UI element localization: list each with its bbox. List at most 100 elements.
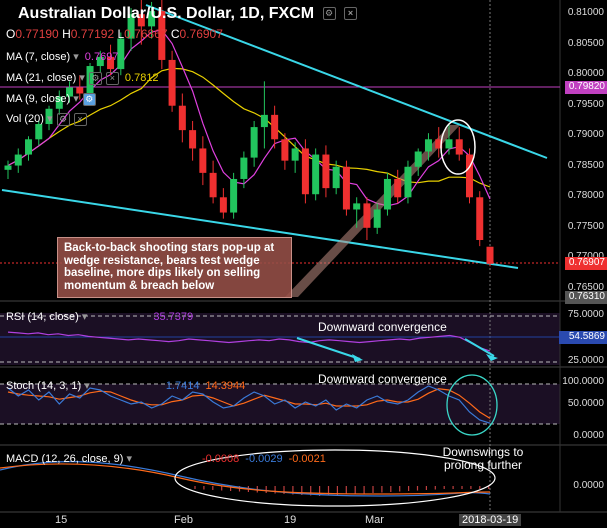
arrow-head-icon xyxy=(352,354,363,362)
price-tag: 0.76310 xyxy=(565,291,607,304)
candle-body xyxy=(281,139,289,161)
candle-body xyxy=(445,139,453,149)
wedge-resistance-line xyxy=(145,4,548,159)
candle-body xyxy=(86,66,94,94)
arrow-head-icon xyxy=(486,354,498,361)
candle-body xyxy=(209,172,217,198)
rsi-line xyxy=(7,331,491,352)
candle-body xyxy=(45,108,53,125)
candle-body xyxy=(158,11,166,60)
chevron-down-icon: ▾ xyxy=(79,72,85,84)
stoch-d-value: 14.3944 xyxy=(205,380,246,392)
stoch-legend[interactable]: Stoch (14, 3, 1) ▾ 1.7414 14.3944 xyxy=(6,379,245,392)
price-tick-label: 0.78500 xyxy=(567,159,604,171)
candle-body xyxy=(219,197,227,213)
ohlc-key: L xyxy=(117,27,125,41)
macd-legend[interactable]: MACD (12, 26, close, 9) ▾ -0.0008 -0.0029-… xyxy=(6,452,326,465)
candle-body xyxy=(353,203,361,210)
settings-icon[interactable]: ⚙ xyxy=(88,71,102,85)
chevron-down-icon: ▾ xyxy=(73,93,79,105)
rsi-legend[interactable]: RSI (14, close) ▾ 35.7379 xyxy=(6,310,193,323)
candle-body xyxy=(117,38,125,70)
macd-highlight xyxy=(174,449,496,507)
x-tick-label: 19 xyxy=(284,514,297,526)
stoch-band xyxy=(0,384,560,424)
close-icon[interactable]: × xyxy=(73,112,87,126)
candle-body xyxy=(476,197,484,241)
ma21-legend[interactable]: MA (21, close) ▾ ⚙ × 0.7812 xyxy=(6,71,159,85)
candle-body xyxy=(332,166,340,189)
candle-body xyxy=(455,139,463,155)
candle-body xyxy=(137,14,145,27)
price-tick-label: 0.77000 xyxy=(568,251,604,262)
x-tick-label: Mar xyxy=(365,514,384,526)
chevron-down-icon: ▾ xyxy=(81,311,88,323)
rsi-divergence-arrow xyxy=(296,337,361,360)
stoch-highlight xyxy=(446,374,498,436)
x-current-date: 2018-03-19 xyxy=(459,514,522,526)
ma9-legend[interactable]: MA (9, close) ▾ ⚙ xyxy=(6,92,96,106)
candle-body xyxy=(168,59,176,106)
settings-icon[interactable]: ⚙ xyxy=(82,92,96,106)
ma9-label: MA (9, close) xyxy=(6,93,71,105)
x-tick-label: 15 xyxy=(55,514,68,526)
candle-body xyxy=(424,139,432,152)
stoch-k-line xyxy=(7,385,491,424)
candle-body xyxy=(148,11,156,27)
candle-body xyxy=(260,114,268,128)
candle-body xyxy=(271,114,279,140)
candle-body xyxy=(230,178,238,213)
candle-body xyxy=(127,14,135,39)
chevron-down-icon: ▾ xyxy=(84,380,90,392)
candle-body xyxy=(383,178,391,210)
macd-tick-label: 0.0000 xyxy=(573,480,604,491)
macd-label: MACD (12, 26, close, 9) xyxy=(6,453,124,465)
rsi-tick-label: 75.0000 xyxy=(567,309,604,320)
rsi-label: RSI (14, close) xyxy=(6,311,79,323)
chevron-down-icon: ▾ xyxy=(46,113,53,125)
close-icon[interactable]: × xyxy=(105,71,119,85)
callout-pointer xyxy=(285,125,460,297)
stoch-tick-label: 0.0000 xyxy=(573,430,604,441)
candle-body xyxy=(414,151,422,167)
volume-legend[interactable]: Vol (20) ▾ ⚙ × xyxy=(6,112,87,126)
ma21-label: MA (21, close) xyxy=(6,72,77,84)
price-tag: 0.79820 xyxy=(565,81,607,94)
stoch-k-value: 1.7414 xyxy=(165,380,200,392)
price-tick-label: 0.77500 xyxy=(567,220,604,232)
ohlc-key: C xyxy=(170,27,180,41)
candle-body xyxy=(240,157,248,179)
chevron-down-icon: ▾ xyxy=(126,453,132,465)
ohlc-value: 0.76907 xyxy=(179,27,223,41)
candle-body xyxy=(178,105,186,131)
ohlc-value: 0.77190 xyxy=(15,27,63,41)
candle-body xyxy=(107,56,115,70)
candle-body xyxy=(394,178,402,198)
settings-icon[interactable]: ⚙ xyxy=(56,112,70,126)
chevron-down-icon: ▾ xyxy=(73,51,79,63)
price-tick-label: 0.80000 xyxy=(567,68,604,80)
volume-label: Vol (20) xyxy=(6,113,44,125)
candle-body xyxy=(76,87,84,94)
price-tick-label: 0.76500 xyxy=(567,281,604,293)
macd-hist-value: -0.0008 xyxy=(201,453,240,465)
shooting-star-highlight xyxy=(440,119,476,175)
candle-body xyxy=(312,154,320,195)
settings-icon[interactable]: ⚙ xyxy=(322,7,336,21)
candle-body xyxy=(373,209,381,228)
price-tag: 0.76907 xyxy=(565,257,607,270)
price-tick-label: 0.78000 xyxy=(567,190,604,202)
macd-signal-line xyxy=(0,463,491,495)
candle-body xyxy=(465,154,473,198)
candle-body xyxy=(291,148,299,161)
ohlc-value: 0.76867 xyxy=(124,27,171,41)
price-tick-label: 0.79500 xyxy=(567,98,604,110)
rsi-tick-label: 25.0000 xyxy=(567,355,604,366)
ma7-legend[interactable]: MA (7, close) ▾ 0.7697 xyxy=(6,50,118,63)
candle-body xyxy=(66,87,74,97)
candle-body xyxy=(435,139,443,149)
rsi-divergence-arrow xyxy=(464,338,495,357)
rsi-tag: 54.5869 xyxy=(559,331,607,344)
chart-title: Australian Dollar/U.S. Dollar, 1D, FXCM … xyxy=(18,5,357,23)
close-icon[interactable]: × xyxy=(343,7,357,21)
